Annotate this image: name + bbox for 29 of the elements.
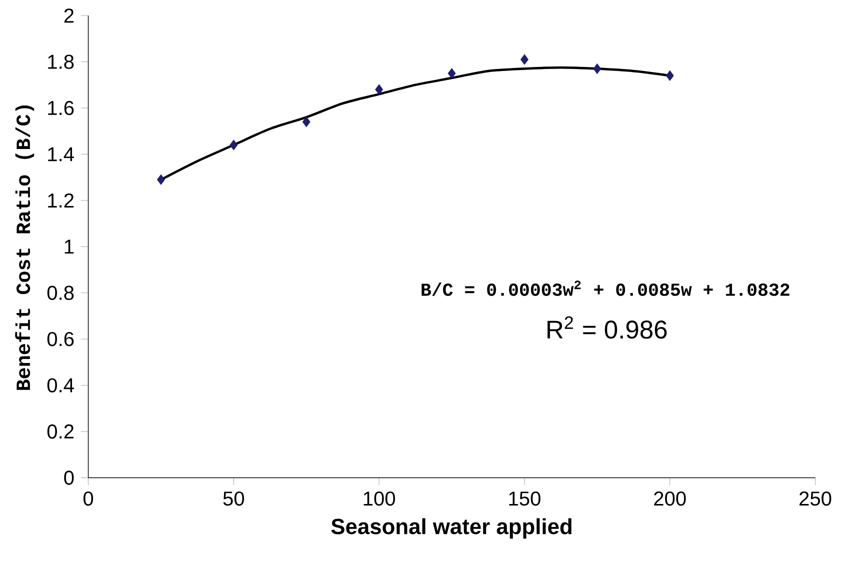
point <box>520 54 528 65</box>
y-tick-label: 0.6 <box>47 332 74 346</box>
y-tick-label: 1.8 <box>48 54 74 70</box>
y-tick-label: 0 <box>64 470 74 486</box>
y-tick-label: 1 <box>64 240 74 254</box>
y-axis-title: Benefit Cost Ratio (B/C) <box>15 106 34 390</box>
point <box>448 68 456 79</box>
y-tick-label: 1.2 <box>48 194 74 208</box>
x-tick-label: 250 <box>800 492 832 506</box>
y-tick-label: 2 <box>64 8 74 23</box>
point <box>302 116 310 128</box>
y-tick-label: 1.6 <box>48 101 74 116</box>
point <box>593 64 602 74</box>
x-tick-label: 0 <box>83 492 94 506</box>
y-tick-label: 0.2 <box>47 424 74 439</box>
point <box>666 70 674 81</box>
x-tick-label: 50 <box>223 492 244 506</box>
point <box>375 84 383 95</box>
x-axis-title: Seasonal water applied <box>331 518 572 539</box>
x-tick-label: 200 <box>654 492 686 506</box>
annotation: R$^{2}$ = 0.986 <box>548 316 667 339</box>
x-tick-label: 100 <box>364 492 396 506</box>
point <box>230 140 238 150</box>
y-tick-label: 1.4 <box>48 148 74 162</box>
y-tick-label: 0.4 <box>47 378 74 393</box>
y-tick-label: 0.8 <box>47 286 74 300</box>
point <box>157 174 165 185</box>
x-tick-label: 150 <box>509 492 540 506</box>
annotation: B/C = 0.00003w$^{2}$ + 0.0085w + 1.0832 <box>422 280 790 296</box>
